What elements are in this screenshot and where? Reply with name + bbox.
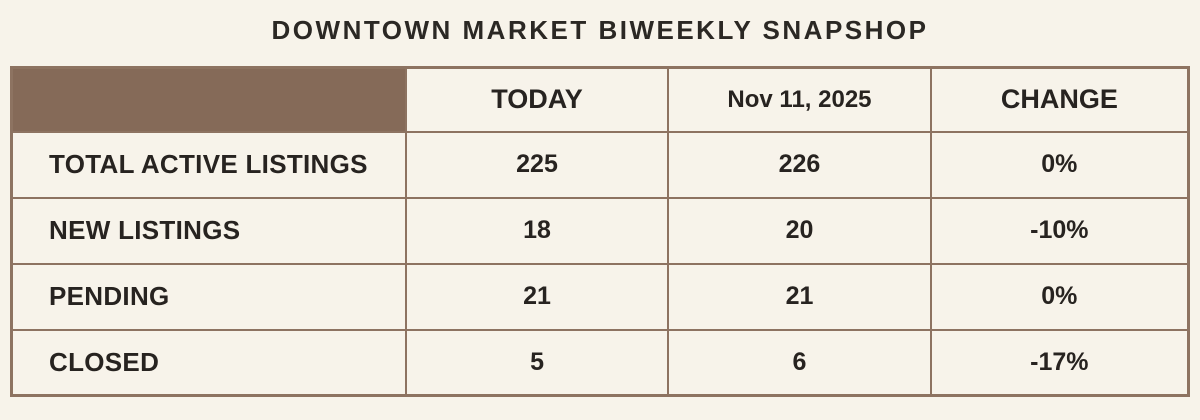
cell-change: 0% bbox=[929, 130, 1190, 199]
column-header-change: CHANGE bbox=[929, 66, 1190, 133]
cell-today: 225 bbox=[404, 130, 670, 199]
table-row-pending: PENDING 21 21 0% bbox=[10, 262, 1190, 331]
column-header-prior-date: Nov 11, 2025 bbox=[667, 66, 932, 133]
row-label: NEW LISTINGS bbox=[10, 196, 407, 265]
page-title: DOWNTOWN MARKET BIWEEKLY SNAPSHOP bbox=[271, 15, 929, 45]
cell-change: -10% bbox=[929, 196, 1190, 265]
row-label: PENDING bbox=[10, 262, 407, 331]
cell-prior: 21 bbox=[667, 262, 932, 331]
cell-change: 0% bbox=[929, 262, 1190, 331]
cell-prior: 226 bbox=[667, 130, 932, 199]
table-row-new-listings: NEW LISTINGS 18 20 -10% bbox=[10, 196, 1190, 265]
cell-prior: 6 bbox=[667, 328, 932, 397]
cell-today: 5 bbox=[404, 328, 670, 397]
header-spacer-cell bbox=[10, 66, 407, 133]
market-snapshot-table: TODAY Nov 11, 2025 CHANGE TOTAL ACTIVE L… bbox=[10, 66, 1190, 397]
cell-prior: 20 bbox=[667, 196, 932, 265]
cell-today: 18 bbox=[404, 196, 670, 265]
row-label: TOTAL ACTIVE LISTINGS bbox=[10, 130, 407, 199]
cell-today: 21 bbox=[404, 262, 670, 331]
cell-change: -17% bbox=[929, 328, 1190, 397]
table-header-row: TODAY Nov 11, 2025 CHANGE bbox=[10, 66, 1190, 133]
table-row-total-active-listings: TOTAL ACTIVE LISTINGS 225 226 0% bbox=[10, 130, 1190, 199]
row-label: CLOSED bbox=[10, 328, 407, 397]
column-header-today: TODAY bbox=[404, 66, 670, 133]
table-row-closed: CLOSED 5 6 -17% bbox=[10, 328, 1190, 397]
